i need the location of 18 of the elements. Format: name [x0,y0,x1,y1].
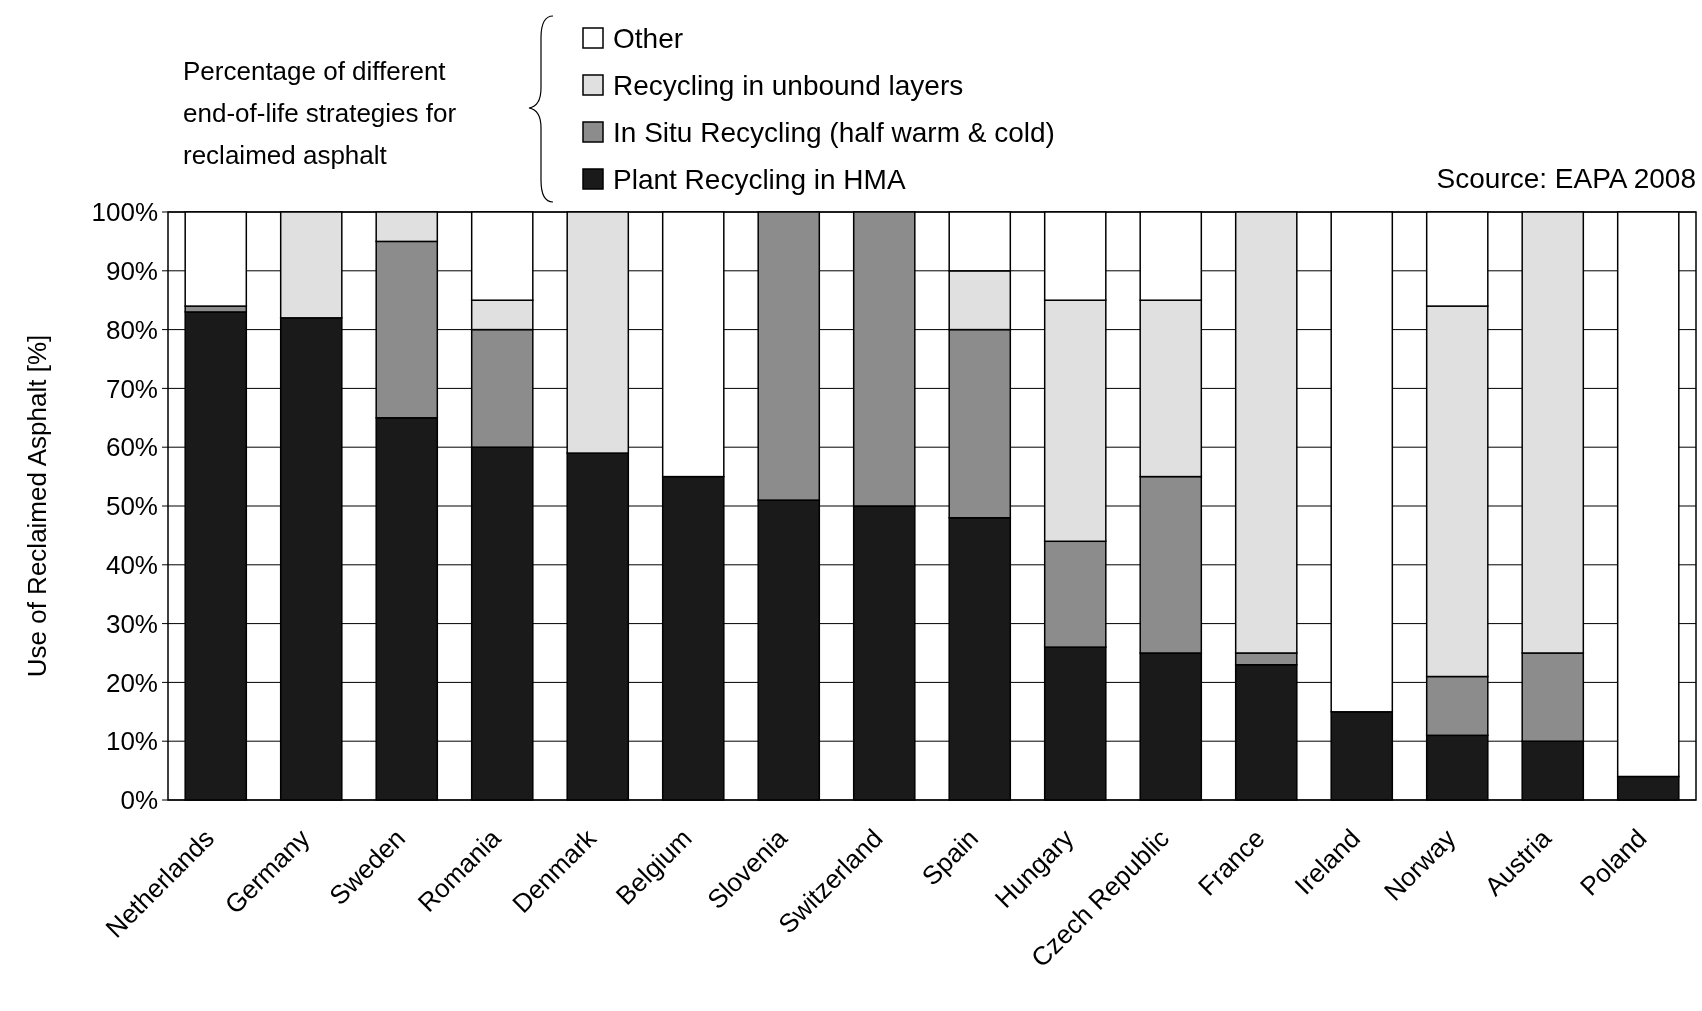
legend-label: Plant Recycling in HMA [613,163,906,195]
y-tick-label: 0% [120,785,158,816]
legend-title: Percentage of different end-of-life strategies for reclaimed asphalt [183,56,457,170]
y-tick-label: 20% [105,667,158,698]
y-axis-title: Use of Reclaimed Asphalt [%] [22,334,52,678]
y-tick-label: 60% [105,432,158,463]
y-tick-label: 10% [105,726,158,757]
y-tick-label: 40% [105,549,158,580]
y-tick-label: 70% [105,373,158,404]
y-tick-label: 100% [91,197,158,228]
legend-label: Other [613,22,684,54]
y-tick-label: 30% [105,608,158,639]
text: Scource: EAPA 2008 [1436,163,1696,194]
legend-label: Recycling in unbound layers [613,69,964,101]
y-tick-label: 50% [105,491,158,522]
y-tick-label: 90% [105,255,158,286]
legend-label: In Situ Recycling (half warm & cold) [613,116,1055,148]
y-tick-label: 80% [105,314,158,345]
